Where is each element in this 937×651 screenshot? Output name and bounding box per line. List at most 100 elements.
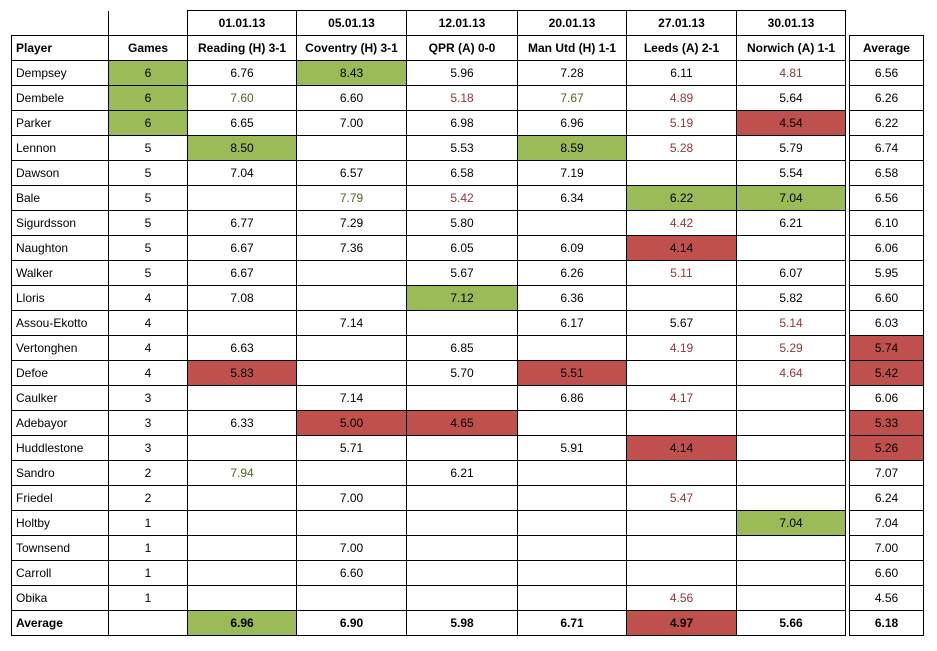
empty-header-cell xyxy=(108,10,188,36)
rating-cell xyxy=(406,310,518,336)
player-row: Dembele 6 7.60 6.60 5.18 7.67 4.89 5.64 6.26 xyxy=(11,85,924,111)
rating-cell: 5.11 xyxy=(626,260,737,286)
games-count: 5 xyxy=(108,160,188,186)
rating-cell: 4.64 xyxy=(736,360,846,386)
rating-cell: 5.83 xyxy=(187,360,297,386)
rating-cell: 5.47 xyxy=(626,485,737,511)
player-average: 6.56 xyxy=(849,60,924,86)
player-name: Dempsey xyxy=(11,60,109,86)
match-average: 4.97 xyxy=(626,610,737,636)
rating-cell xyxy=(517,585,627,611)
rating-cell: 5.82 xyxy=(736,285,846,311)
rating-cell: 6.09 xyxy=(517,235,627,261)
rating-cell: 5.71 xyxy=(296,435,407,461)
rating-cell xyxy=(626,560,737,586)
games-count: 2 xyxy=(108,485,188,511)
rating-cell xyxy=(187,185,297,211)
player-average: 6.06 xyxy=(849,235,924,261)
player-name: Townsend xyxy=(11,535,109,561)
rating-cell: 5.67 xyxy=(406,260,518,286)
rating-cell: 5.29 xyxy=(736,335,846,361)
games-count: 2 xyxy=(108,460,188,486)
rating-cell: 7.94 xyxy=(187,460,297,486)
column-header-row: Player Games Reading (H) 3-1 Coventry (H… xyxy=(11,35,924,61)
rating-cell xyxy=(296,585,407,611)
rating-cell: 6.86 xyxy=(517,385,627,411)
player-name: Obika xyxy=(11,585,109,611)
games-count: 4 xyxy=(108,360,188,386)
rating-cell xyxy=(517,485,627,511)
player-average: 6.06 xyxy=(849,385,924,411)
rating-cell xyxy=(406,560,518,586)
player-average: 6.60 xyxy=(849,285,924,311)
rating-cell: 7.00 xyxy=(296,535,407,561)
totals-row: Average 6.96 6.90 5.98 6.71 4.97 5.66 6.18 xyxy=(11,610,924,636)
rating-cell xyxy=(187,485,297,511)
rating-cell: 4.65 xyxy=(406,410,518,436)
rating-cell: 7.60 xyxy=(187,85,297,111)
rating-cell: 6.85 xyxy=(406,335,518,361)
rating-cell: 8.43 xyxy=(296,60,407,86)
games-count: 1 xyxy=(108,560,188,586)
player-row: Carroll 1 6.60 6.60 xyxy=(11,560,924,586)
player-column-header: Player xyxy=(11,35,109,61)
rating-cell: 7.36 xyxy=(296,235,407,261)
rating-cell: 7.67 xyxy=(517,85,627,111)
rating-cell: 6.76 xyxy=(187,60,297,86)
player-average: 6.26 xyxy=(849,85,924,111)
games-count: 1 xyxy=(108,510,188,536)
rating-cell: 7.28 xyxy=(517,60,627,86)
player-average: 4.56 xyxy=(849,585,924,611)
player-ratings-table: 01.01.13 05.01.13 12.01.13 20.01.13 27.0… xyxy=(11,10,924,636)
rating-cell xyxy=(736,460,846,486)
games-count: 6 xyxy=(108,110,188,136)
rating-cell: 4.89 xyxy=(626,85,737,111)
player-row: Townsend 1 7.00 7.00 xyxy=(11,535,924,561)
rating-cell: 6.33 xyxy=(187,410,297,436)
rating-cell: 7.04 xyxy=(736,510,846,536)
player-average: 6.74 xyxy=(849,135,924,161)
rating-cell: 5.54 xyxy=(736,160,846,186)
rating-cell xyxy=(187,560,297,586)
rating-cell: 7.14 xyxy=(296,385,407,411)
games-column-header: Games xyxy=(108,35,188,61)
games-count: 4 xyxy=(108,335,188,361)
fixture-header: Norwich (A) 1-1 xyxy=(736,35,846,61)
totals-games xyxy=(108,610,188,636)
rating-cell: 6.77 xyxy=(187,210,297,236)
rating-cell xyxy=(736,435,846,461)
average-column-header: Average xyxy=(849,35,924,61)
rating-cell: 6.98 xyxy=(406,110,518,136)
player-row: Caulker 3 7.14 6.86 4.17 6.06 xyxy=(11,385,924,411)
rating-cell: 5.96 xyxy=(406,60,518,86)
player-row: Holtby 1 7.04 7.04 xyxy=(11,510,924,536)
fixture-header: Coventry (H) 3-1 xyxy=(296,35,407,61)
player-average: 6.60 xyxy=(849,560,924,586)
rating-cell: 6.60 xyxy=(296,85,407,111)
rating-cell: 5.42 xyxy=(406,185,518,211)
player-row: Walker 5 6.67 5.67 6.26 5.11 6.07 5.95 xyxy=(11,260,924,286)
fixture-header: Man Utd (H) 1-1 xyxy=(517,35,627,61)
rating-cell xyxy=(296,460,407,486)
player-name: Holtby xyxy=(11,510,109,536)
player-name: Huddlestone xyxy=(11,435,109,461)
rating-cell: 7.14 xyxy=(296,310,407,336)
rating-cell xyxy=(517,335,627,361)
rating-cell: 5.80 xyxy=(406,210,518,236)
player-row: Naughton 5 6.67 7.36 6.05 6.09 4.14 6.06 xyxy=(11,235,924,261)
rating-cell: 5.19 xyxy=(626,110,737,136)
match-date: 05.01.13 xyxy=(296,10,407,36)
rating-cell: 6.26 xyxy=(517,260,627,286)
rating-cell: 5.79 xyxy=(736,135,846,161)
ratings-table-wrapper: 01.01.13 05.01.13 12.01.13 20.01.13 27.0… xyxy=(11,10,924,636)
player-average: 5.33 xyxy=(849,410,924,436)
player-average: 7.04 xyxy=(849,510,924,536)
player-average: 6.10 xyxy=(849,210,924,236)
player-name: Vertonghen xyxy=(11,335,109,361)
rating-cell xyxy=(517,535,627,561)
rating-cell: 4.14 xyxy=(626,435,737,461)
player-row: Defoe 4 5.83 5.70 5.51 4.64 5.42 xyxy=(11,360,924,386)
rating-cell: 6.96 xyxy=(517,110,627,136)
rating-cell: 7.19 xyxy=(517,160,627,186)
rating-cell xyxy=(187,310,297,336)
